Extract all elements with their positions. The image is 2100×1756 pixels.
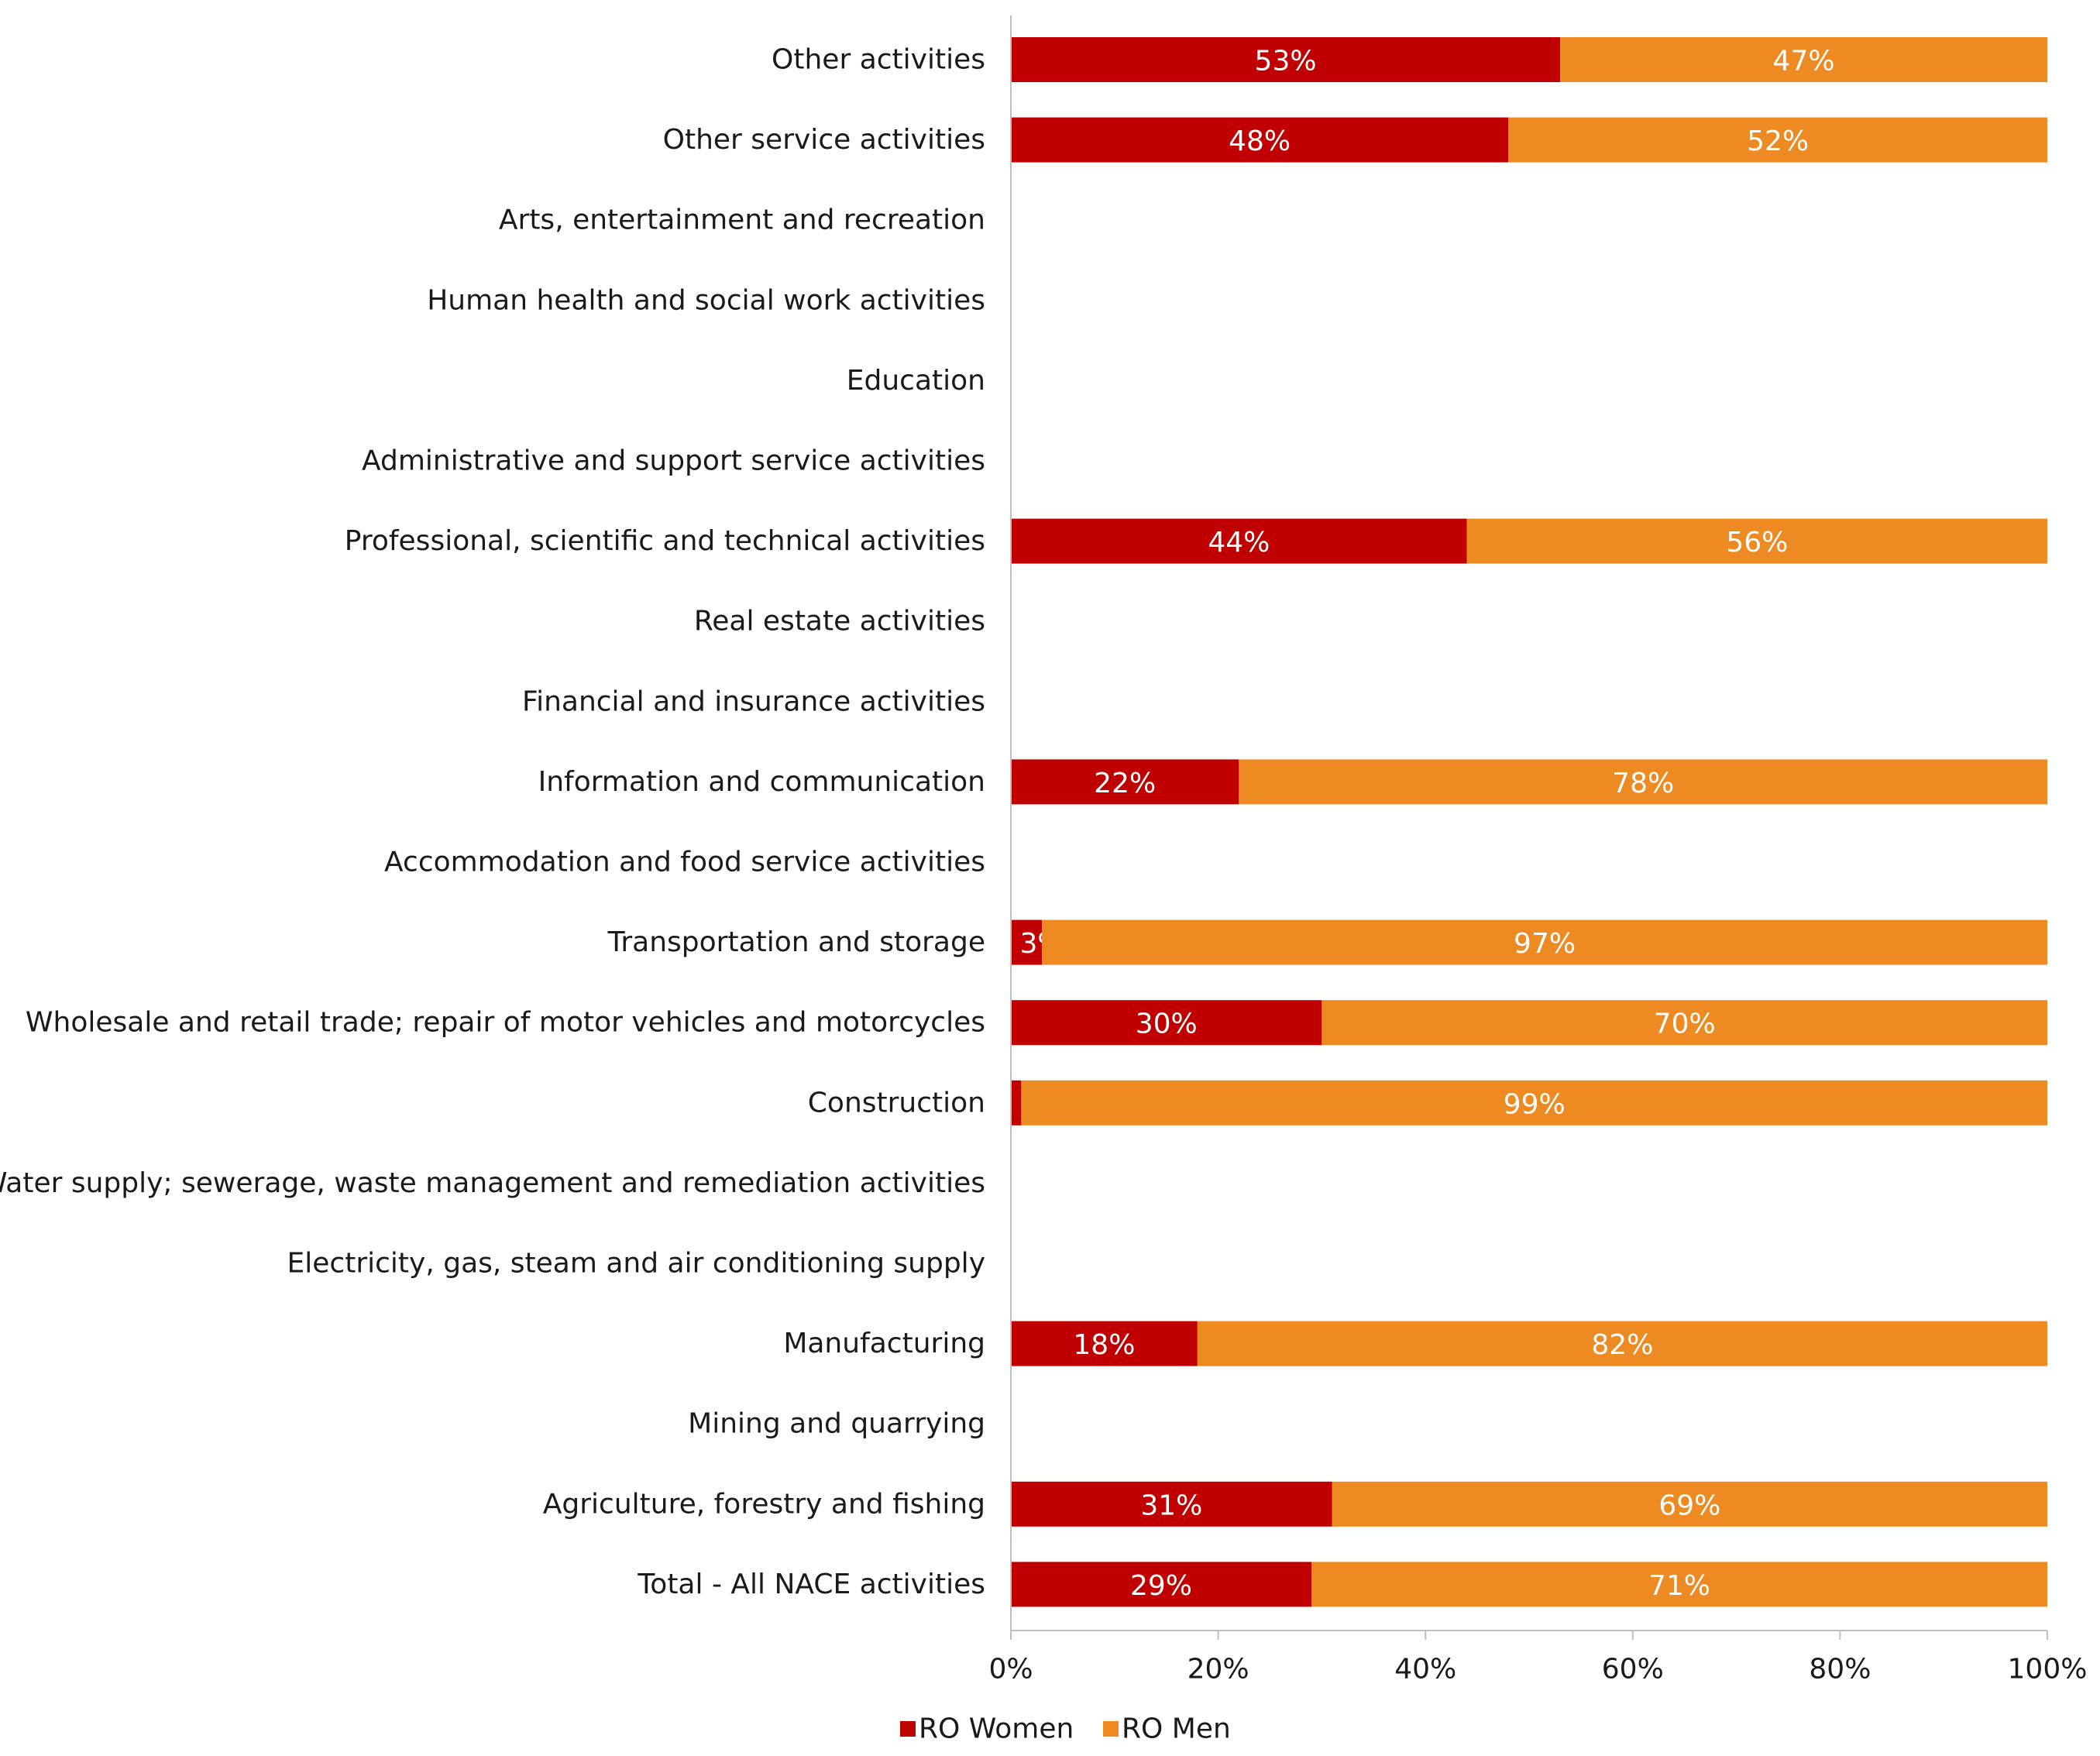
bar-segment-men [1560, 37, 2047, 82]
bar-segment-men [1021, 1080, 2047, 1125]
legend-swatch-men [1103, 1721, 1119, 1737]
x-tick-label: 60% [1602, 1654, 1664, 1686]
data-label-men: 99% [1504, 1088, 1566, 1120]
category-label: Information and communication [538, 766, 985, 798]
x-tick-label: 0% [988, 1654, 1033, 1686]
legend-label-men: RO Men [1122, 1713, 1231, 1745]
data-label-women: 18% [1073, 1329, 1135, 1361]
x-axis: 0% 20% 40% 60% 80% 100% [988, 15, 2087, 1686]
bar-segment-men [1466, 518, 2047, 564]
category-label: Transportation and storage [607, 926, 985, 958]
bars-layer: 53%47%48%52%44%56%22%78%3%97%30%70%1%99%… [1011, 37, 2047, 1607]
bar-segment-women [1011, 1000, 1322, 1046]
category-label: Arts, entertainment and recreation [499, 204, 985, 236]
data-label-women: 31% [1140, 1490, 1202, 1521]
x-tick-label: 40% [1394, 1654, 1456, 1686]
category-label: Administrative and support service activ… [362, 445, 985, 477]
category-label: Total - All NACE activities [637, 1569, 985, 1600]
data-label-men: 70% [1654, 1009, 1716, 1040]
category-label: Wholesale and retail trade; repair of mo… [26, 1007, 985, 1039]
category-label: Other service activities [663, 124, 985, 156]
bar-segment-women [1011, 1481, 1332, 1527]
data-label-women: 30% [1136, 1009, 1198, 1040]
category-label: Construction [808, 1087, 985, 1119]
legend: RO Women RO Men [900, 1713, 1231, 1745]
bar-segment-women [1011, 1080, 1022, 1125]
bar-segment-women [1011, 37, 1561, 82]
x-tick-label: 20% [1187, 1654, 1249, 1686]
category-label: Water supply; sewerage, waste management… [0, 1167, 985, 1199]
bar-segment-women [1011, 518, 1467, 564]
category-label: Manufacturing [783, 1328, 985, 1359]
data-label-men: 47% [1773, 46, 1835, 77]
legend-swatch-women [900, 1721, 916, 1737]
data-label-men: 82% [1591, 1329, 1653, 1361]
category-label: Professional, scientific and technical a… [345, 525, 985, 557]
category-labels: Other activities Other service activities… [0, 44, 985, 1600]
bar-segment-women [1011, 1321, 1198, 1366]
bar-segment-women [1011, 117, 1509, 163]
category-label: Education [847, 365, 985, 397]
bar-segment-men [1332, 1481, 2047, 1527]
bar-segment-women [1011, 1562, 1312, 1607]
data-label-women: 44% [1208, 527, 1270, 558]
data-label-men: 52% [1747, 125, 1809, 157]
bar-segment-women [1011, 759, 1239, 805]
category-label: Mining and quarrying [688, 1408, 985, 1440]
data-label-men: 56% [1726, 527, 1788, 558]
category-label: Agriculture, forestry and fishing [543, 1488, 985, 1520]
data-label-women: 48% [1229, 125, 1291, 157]
data-label-women: 22% [1094, 768, 1156, 799]
bar-segment-men [1322, 1000, 2047, 1046]
category-label: Accommodation and food service activitie… [384, 847, 985, 878]
data-label-men: 69% [1658, 1490, 1720, 1521]
bar-segment-men [1197, 1321, 2047, 1366]
category-label: Financial and insurance activities [522, 686, 985, 717]
bar-segment-women [1011, 919, 1043, 965]
data-label-women: 29% [1130, 1570, 1192, 1602]
x-tick-label: 100% [2008, 1654, 2088, 1686]
category-label: Other activities [772, 44, 985, 76]
data-label-men: 71% [1648, 1570, 1710, 1602]
data-label-women: 53% [1255, 46, 1317, 77]
category-label: Human health and social work activities [427, 284, 985, 316]
legend-label-women: RO Women [919, 1713, 1074, 1745]
category-label: Electricity, gas, steam and air conditio… [287, 1248, 985, 1280]
bar-segment-men [1042, 919, 2047, 965]
data-label-men: 97% [1514, 928, 1576, 960]
bar-segment-men [1239, 759, 2047, 805]
bar-segment-men [1311, 1562, 2047, 1607]
data-label-men: 78% [1612, 768, 1674, 799]
category-label: Real estate activities [694, 606, 985, 637]
x-tick-label: 80% [1809, 1654, 1871, 1686]
bar-segment-men [1508, 117, 2047, 163]
